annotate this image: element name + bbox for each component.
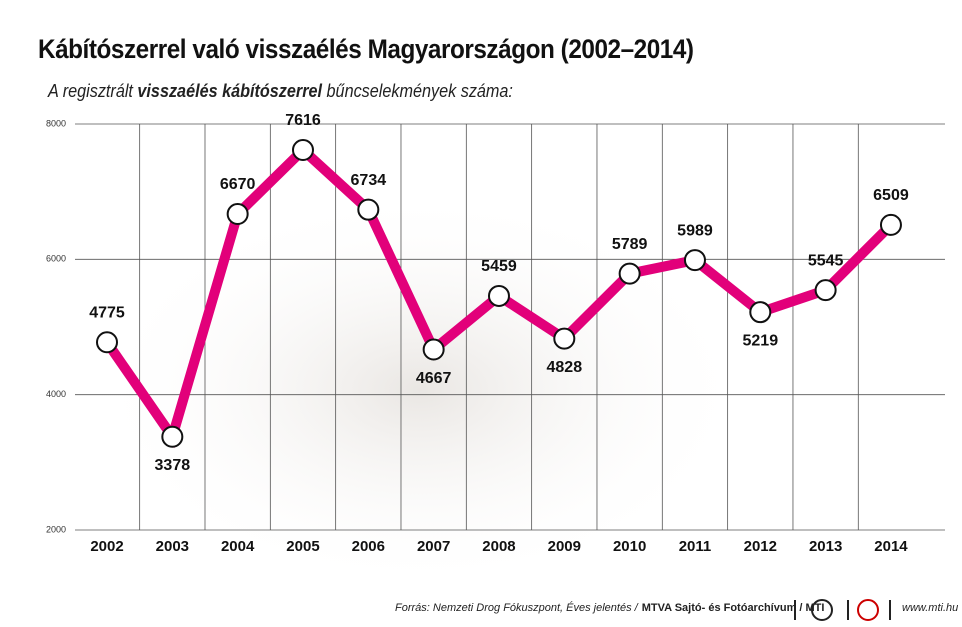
value-label: 4828 <box>547 359 583 376</box>
x-tick-label: 2004 <box>221 538 255 555</box>
value-label: 4667 <box>416 370 452 387</box>
subtitle-text: A regisztrált <box>48 81 133 101</box>
y-tick-label: 4000 <box>46 389 66 399</box>
website: www.mti.hu <box>902 602 959 614</box>
y-tick-label: 2000 <box>46 524 66 534</box>
logos <box>794 599 891 621</box>
value-label: 6670 <box>220 176 256 193</box>
x-tick-label: 2009 <box>548 538 581 555</box>
x-tick-label: 2014 <box>874 538 908 555</box>
plot: 2002 2003 2004 2005 2006 2007 2008 2009 2010 2011… <box>89 112 909 555</box>
x-tick-label: 2002 <box>90 538 123 555</box>
data-point <box>357 198 380 221</box>
x-tick-label: 2006 <box>352 538 385 555</box>
x-tick-label: 2005 <box>286 538 319 555</box>
value-label: 5459 <box>481 258 517 275</box>
source-emphasis: MTVA Sajtó- és Fotóarchívum / MTI <box>641 602 825 614</box>
subtitle-emphasis: visszaélés kábítószerrel <box>137 81 323 101</box>
value-label: 5989 <box>677 222 713 239</box>
x-tick-label: 2003 <box>156 538 189 555</box>
x-tick-label: 2008 <box>482 538 515 555</box>
x-tick-label: 2011 <box>679 538 712 555</box>
data-point <box>553 327 576 350</box>
data-point <box>487 284 510 307</box>
value-label: 4775 <box>89 304 125 321</box>
data-point <box>749 301 772 324</box>
source: Forrás: Nemzeti Drog Fókuszpont, Éves je… <box>395 602 824 614</box>
data-point <box>814 279 837 302</box>
data-point <box>96 331 118 354</box>
subtitle-text: bűncselekmények száma: <box>326 81 513 101</box>
data-point <box>291 138 314 161</box>
source-text: Forrás: Nemzeti Drog Fókuszpont, Éves je… <box>395 602 638 614</box>
background-photo <box>90 190 750 590</box>
value-label: 5789 <box>612 236 648 253</box>
value-label: 7616 <box>285 112 321 129</box>
data-point <box>422 338 445 361</box>
data-point <box>161 425 184 448</box>
y-tick-label: 6000 <box>46 254 66 264</box>
x-tick-label: 2010 <box>613 538 646 555</box>
value-label: 3378 <box>155 457 191 474</box>
data-point <box>226 202 249 225</box>
value-label: 6734 <box>351 172 387 189</box>
y-tick-label: 8000 <box>46 118 66 128</box>
chart-title: Kábítószerrel való visszaélés Magyarorsz… <box>38 34 694 64</box>
value-label: 5219 <box>743 332 779 349</box>
value-label: 6509 <box>873 187 909 204</box>
data-point <box>879 213 902 236</box>
x-tick-label: 2007 <box>417 538 450 555</box>
data-point <box>618 262 641 285</box>
chart-subtitle: A regisztrált visszaélés kábítószerrel bűn… <box>48 81 513 102</box>
data-point <box>683 249 706 272</box>
x-tick-label: 2012 <box>744 538 777 555</box>
value-label: 5545 <box>808 252 844 269</box>
x-tick-label: 2013 <box>809 538 842 555</box>
